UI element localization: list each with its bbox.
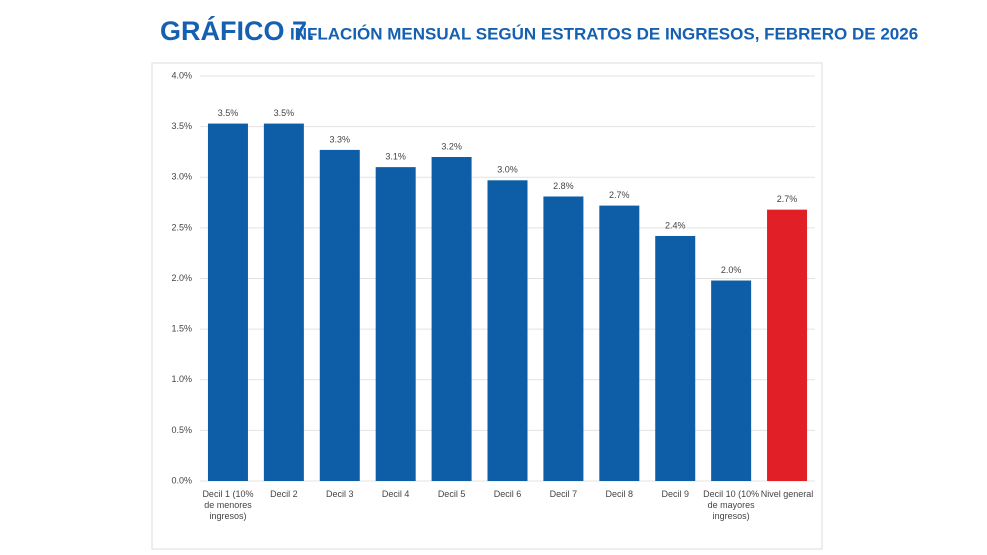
y-tick-label: 2.5% xyxy=(171,222,192,232)
x-tick-label: Decil 10 (10% de mayores ingresos) xyxy=(703,489,760,521)
y-tick-label: 4.0% xyxy=(171,70,192,80)
bar xyxy=(655,235,696,481)
data-label: 2.4% xyxy=(665,220,686,230)
data-label: 3.1% xyxy=(385,152,406,162)
data-label: 3.2% xyxy=(441,141,462,151)
x-tick-label: Decil 4 xyxy=(381,489,410,499)
bar xyxy=(711,280,752,481)
data-label: 2.8% xyxy=(553,181,574,191)
y-tick-label: 0.0% xyxy=(171,475,192,485)
x-tick-label: Decil 9 xyxy=(661,489,689,499)
x-tick-label: Decil 1 (10% de menores ingresos) xyxy=(202,489,254,521)
chart-title-prefix: GRÁFICO 7. xyxy=(160,15,315,46)
chart-frame xyxy=(151,62,823,550)
x-tick-label: Decil 2 xyxy=(270,489,298,499)
y-tick-label: 3.0% xyxy=(171,172,192,182)
x-tick-label: Decil 6 xyxy=(493,489,522,499)
bar xyxy=(767,209,808,481)
x-tick-label: Decil 8 xyxy=(605,489,634,499)
bar xyxy=(375,167,416,481)
data-label: 2.7% xyxy=(609,190,630,200)
bar xyxy=(319,149,360,481)
y-tick-label: 3.5% xyxy=(171,121,192,131)
y-tick-label: 0.5% xyxy=(171,425,192,435)
bar xyxy=(543,196,584,482)
data-label: 2.7% xyxy=(777,194,798,204)
y-tick-label: 2.0% xyxy=(171,273,192,283)
x-tick-label: Decil 5 xyxy=(437,489,466,499)
x-tick-label: Nivel general xyxy=(760,489,814,499)
bar xyxy=(599,205,640,481)
x-tick-label: Decil 7 xyxy=(549,489,578,499)
data-label: 3.3% xyxy=(330,134,351,144)
data-label: 3.5% xyxy=(218,108,239,118)
y-tick-label: 1.5% xyxy=(171,324,192,334)
y-tick-label: 1.0% xyxy=(171,374,192,384)
data-label: 3.5% xyxy=(274,108,295,118)
x-tick-label: Decil 3 xyxy=(326,489,354,499)
data-label: 2.0% xyxy=(721,265,742,275)
bar xyxy=(487,180,528,481)
data-label: 3.0% xyxy=(497,165,518,175)
bar xyxy=(431,157,472,481)
bar xyxy=(207,123,248,482)
chart-title: INFLACIÓN MENSUAL SEGÚN ESTRATOS DE INGR… xyxy=(290,24,918,43)
bar xyxy=(263,123,304,482)
